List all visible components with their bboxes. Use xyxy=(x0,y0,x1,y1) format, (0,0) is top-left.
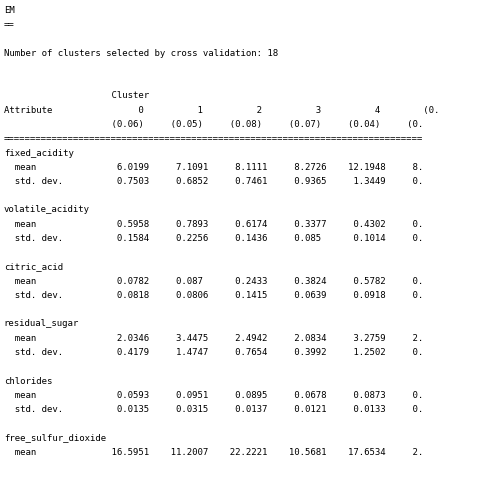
Text: mean               0.0593     0.0951     0.0895     0.0678     0.0873     0.: mean 0.0593 0.0951 0.0895 0.0678 0.0873 … xyxy=(4,391,423,400)
Text: mean               0.5958     0.7893     0.6174     0.3377     0.4302     0.: mean 0.5958 0.7893 0.6174 0.3377 0.4302 … xyxy=(4,220,423,229)
Text: fixed_acidity: fixed_acidity xyxy=(4,148,74,158)
Text: Attribute                0          1          2          3          4        (0: Attribute 0 1 2 3 4 (0 xyxy=(4,106,439,115)
Text: chlorides: chlorides xyxy=(4,376,52,386)
Text: volatile_acidity: volatile_acidity xyxy=(4,206,90,214)
Text: std. dev.          0.7503     0.6852     0.7461     0.9365     1.3449     0.: std. dev. 0.7503 0.6852 0.7461 0.9365 1.… xyxy=(4,177,423,186)
Text: Number of clusters selected by cross validation: 18: Number of clusters selected by cross val… xyxy=(4,49,278,58)
Text: free_sulfur_dioxide: free_sulfur_dioxide xyxy=(4,434,106,442)
Text: mean              16.5951    11.2007    22.2221    10.5681    17.6534     2.: mean 16.5951 11.2007 22.2221 10.5681 17.… xyxy=(4,448,423,457)
Text: mean               0.0782     0.087      0.2433     0.3824     0.5782     0.: mean 0.0782 0.087 0.2433 0.3824 0.5782 0… xyxy=(4,277,423,286)
Text: Cluster: Cluster xyxy=(4,92,149,100)
Text: (0.06)     (0.05)     (0.08)     (0.07)     (0.04)     (0.: (0.06) (0.05) (0.08) (0.07) (0.04) (0. xyxy=(4,120,423,129)
Text: EM: EM xyxy=(4,6,14,15)
Text: mean               2.0346     3.4475     2.4942     2.0834     3.2759     2.: mean 2.0346 3.4475 2.4942 2.0834 3.2759 … xyxy=(4,334,423,343)
Text: ==============================================================================: ========================================… xyxy=(4,134,423,143)
Text: std. dev.          0.4179     1.4747     0.7654     0.3992     1.2502     0.: std. dev. 0.4179 1.4747 0.7654 0.3992 1.… xyxy=(4,348,423,357)
Text: std. dev.          0.0135     0.0315     0.0137     0.0121     0.0133     0.: std. dev. 0.0135 0.0315 0.0137 0.0121 0.… xyxy=(4,405,423,414)
Text: mean               6.0199     7.1091     8.1111     8.2726    12.1948     8.: mean 6.0199 7.1091 8.1111 8.2726 12.1948… xyxy=(4,163,423,172)
Text: std. dev.          0.0818     0.0806     0.1415     0.0639     0.0918     0.: std. dev. 0.0818 0.0806 0.1415 0.0639 0.… xyxy=(4,291,423,300)
Text: residual_sugar: residual_sugar xyxy=(4,320,79,328)
Text: citric_acid: citric_acid xyxy=(4,262,63,272)
Text: std. dev.          0.1584     0.2256     0.1436     0.085      0.1014     0.: std. dev. 0.1584 0.2256 0.1436 0.085 0.1… xyxy=(4,234,423,243)
Text: ==: == xyxy=(4,20,14,29)
